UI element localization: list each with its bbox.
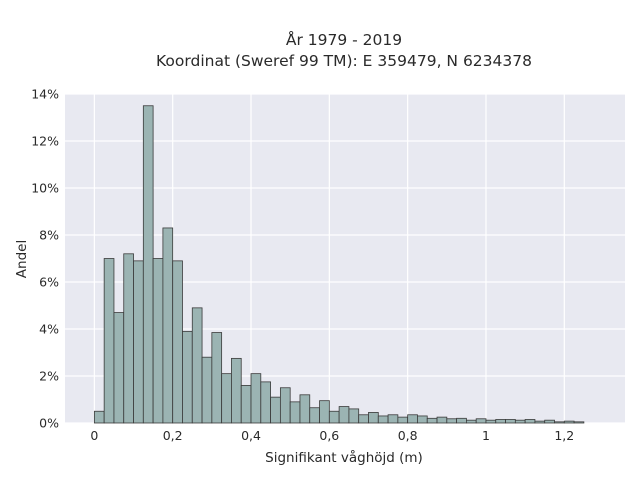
- y-tick-label: 6%: [39, 275, 59, 290]
- y-axis-ticks: 0% 2% 4% 6% 8% 10% 12% 14%: [31, 87, 59, 431]
- histogram-bar: [133, 260, 144, 424]
- histogram-bar: [456, 417, 467, 424]
- y-axis-label: Andel: [14, 240, 30, 278]
- bars: [93, 105, 585, 424]
- histogram-bar: [397, 416, 409, 424]
- histogram-bar: [563, 420, 575, 424]
- histogram-bar: [270, 396, 281, 424]
- x-tick-label: 1,2: [554, 428, 574, 443]
- histogram-bar: [524, 419, 536, 424]
- histogram-bar: [358, 414, 369, 424]
- histogram-bar: [426, 417, 438, 424]
- chart-title-line-2: Koordinat (Sweref 99 TM): E 359479, N 62…: [156, 52, 532, 70]
- histogram-bar: [544, 419, 555, 424]
- histogram-bar: [309, 407, 320, 424]
- x-axis-ticks: 0 0,2 0,4 0,6 0,8 1 1,2: [90, 428, 574, 443]
- histogram-bar: [279, 387, 291, 424]
- histogram-bar: [299, 394, 311, 424]
- histogram-bar: [123, 253, 134, 424]
- histogram-bar: [495, 419, 506, 424]
- histogram-bar: [93, 410, 105, 424]
- histogram-bar: [328, 410, 340, 424]
- x-tick-label: 0,8: [398, 428, 418, 443]
- histogram-bar: [505, 419, 516, 424]
- histogram-bar: [142, 105, 154, 424]
- y-tick-label: 10%: [31, 181, 59, 196]
- chart-title-line-1: År 1979 - 2019: [286, 30, 402, 49]
- histogram-bar: [417, 415, 428, 424]
- histogram-bar: [338, 406, 350, 424]
- histogram-bar: [348, 408, 360, 424]
- x-tick-label: 0,4: [241, 428, 261, 443]
- histogram-bar: [485, 419, 497, 424]
- histogram-bar: [475, 418, 487, 424]
- histogram-bar: [182, 330, 193, 424]
- histogram-bar: [377, 415, 389, 424]
- histogram-bar: [289, 401, 301, 424]
- histogram-bar: [407, 414, 418, 424]
- histogram-bar: [231, 357, 242, 424]
- x-axis-label: Signifikant våghöjd (m): [265, 449, 423, 466]
- histogram-bar: [260, 381, 271, 424]
- histogram-bar: [573, 421, 585, 424]
- histogram-bar: [240, 384, 252, 424]
- histogram-bar: [191, 307, 203, 424]
- histogram-bar: [387, 414, 399, 424]
- histogram-bar: [446, 418, 458, 424]
- y-tick-label: 0%: [39, 416, 59, 431]
- histogram-bar: [162, 227, 174, 424]
- x-tick-label: 0: [90, 428, 98, 443]
- histogram-bar: [103, 258, 115, 424]
- histogram-bar: [319, 400, 330, 424]
- x-tick-label: 0,6: [319, 428, 339, 443]
- histogram-bar: [465, 419, 477, 424]
- histogram-bar: [554, 421, 565, 424]
- histogram-bar: [113, 312, 125, 424]
- histogram-bar: [368, 412, 379, 424]
- x-tick-label: 1: [482, 428, 490, 443]
- histogram-bar: [534, 420, 546, 424]
- y-tick-label: 12%: [31, 134, 59, 149]
- histogram-bar: [172, 260, 183, 424]
- y-tick-label: 4%: [39, 322, 59, 337]
- histogram-bar: [211, 332, 223, 424]
- x-tick-label: 0,2: [163, 428, 183, 443]
- histogram-bar: [152, 258, 164, 424]
- y-tick-label: 2%: [39, 369, 59, 384]
- histogram-bar: [250, 373, 262, 424]
- histogram-bar: [201, 356, 213, 424]
- y-tick-label: 8%: [39, 228, 59, 243]
- y-tick-label: 14%: [31, 87, 59, 102]
- histogram-bar: [436, 416, 448, 424]
- histogram-bar: [221, 373, 232, 424]
- histogram-bar: [514, 419, 526, 424]
